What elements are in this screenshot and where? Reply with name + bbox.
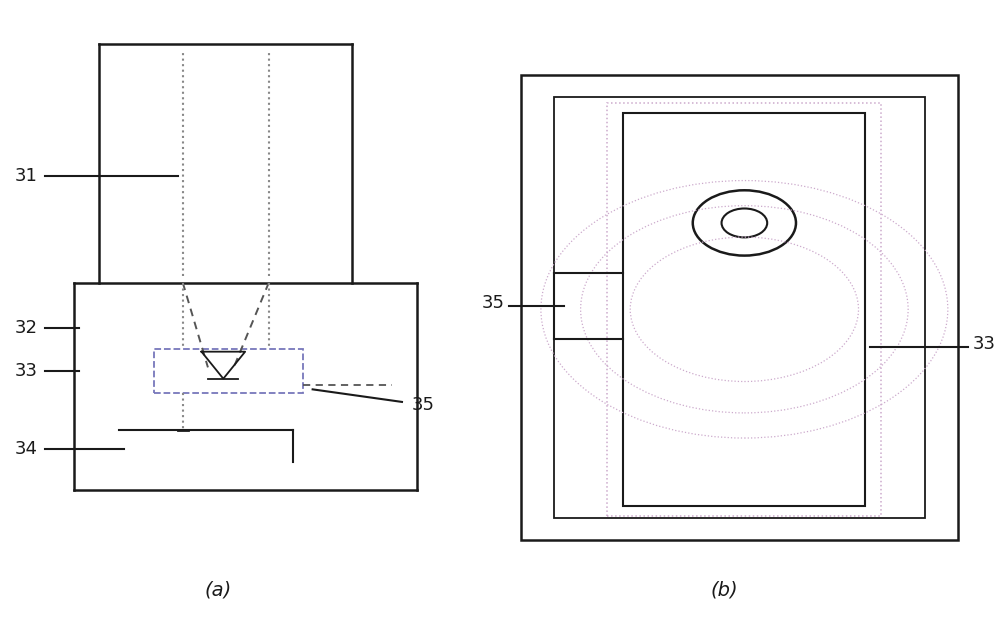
- Text: 33: 33: [973, 335, 996, 353]
- Bar: [607, 103, 881, 516]
- Bar: [623, 113, 865, 506]
- Bar: [521, 75, 958, 540]
- Text: 35: 35: [481, 294, 504, 312]
- Text: 33: 33: [15, 362, 38, 379]
- Text: (a): (a): [205, 581, 232, 600]
- Text: 31: 31: [15, 167, 38, 185]
- Bar: [154, 349, 303, 392]
- Bar: [554, 97, 925, 518]
- Text: 35: 35: [412, 396, 435, 414]
- Text: 34: 34: [15, 440, 38, 458]
- Text: 32: 32: [15, 319, 38, 337]
- Text: (b): (b): [711, 581, 738, 600]
